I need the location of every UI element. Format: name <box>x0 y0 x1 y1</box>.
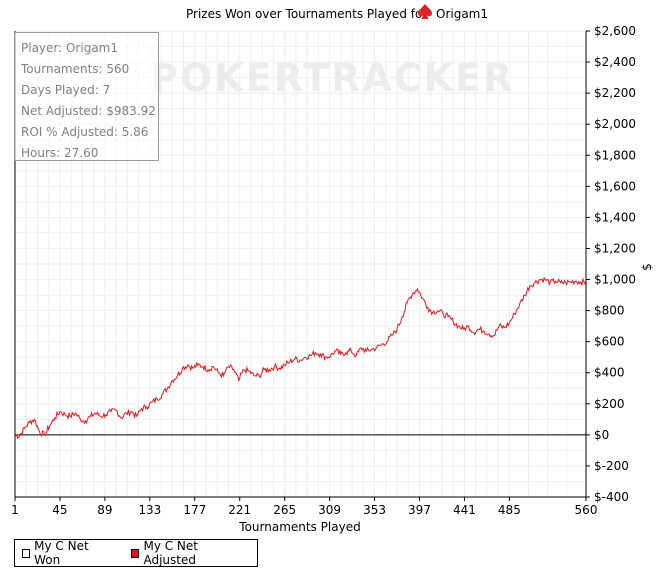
y-tick-label: $-200 <box>594 459 629 473</box>
x-tick-label: 177 <box>183 503 206 517</box>
y-tick-label: $2,600 <box>594 24 636 38</box>
y-tick-label: $600 <box>594 335 625 349</box>
spade-icon <box>418 4 432 19</box>
y-tick-label: $0 <box>594 428 609 442</box>
x-tick-label: 309 <box>318 503 341 517</box>
info-hours: Hours: 27.60 <box>21 146 99 160</box>
x-tick-label: 441 <box>453 503 476 517</box>
series-line-1 <box>14 276 587 439</box>
series-layer <box>14 276 587 439</box>
y-tick-label: $1,600 <box>594 179 636 193</box>
x-tick-label: 353 <box>363 503 386 517</box>
legend-label-net-adjusted: My C Net Adjusted <box>143 539 198 567</box>
y-axis-label: $ <box>640 263 654 271</box>
y-tick-label: $2,200 <box>594 86 636 100</box>
axes <box>14 30 590 501</box>
info-player: Player: Origam1 <box>21 41 118 55</box>
y-tick-label: $1,400 <box>594 210 636 224</box>
info-net-adjusted: Net Adjusted: $983.92 <box>21 104 156 118</box>
legend: My C Net Won My C Net Adjusted <box>14 539 258 567</box>
x-tick-label: 133 <box>138 503 161 517</box>
x-tick-label: 221 <box>228 503 251 517</box>
y-tick-label: $1,800 <box>594 148 636 162</box>
legend-swatch-net-won <box>22 548 31 558</box>
legend-item-net-won[interactable]: My C Net Won <box>22 539 108 567</box>
x-tick-label: 397 <box>408 503 431 517</box>
y-tick-label: $1,000 <box>594 273 636 287</box>
chart-title: Prizes Won over Tournaments Played for <box>186 7 427 21</box>
y-tick-label: $800 <box>594 304 625 318</box>
y-tick-label: $2,400 <box>594 55 636 69</box>
info-tournaments: Tournaments: 560 <box>21 62 130 76</box>
y-tick-label: $200 <box>594 397 625 411</box>
legend-item-net-adjusted[interactable]: My C Net Adjusted <box>131 539 241 567</box>
x-tick-label: 485 <box>498 503 521 517</box>
x-tick-label: 1 <box>11 503 19 517</box>
y-tick-label: $2,000 <box>594 117 636 131</box>
y-tick-label: $-400 <box>594 490 629 504</box>
chart-title-prefix: Prizes Won over Tournaments Played for <box>186 7 427 21</box>
legend-label-net-won: My C Net Won <box>34 539 89 567</box>
y-tick-label: $400 <box>594 366 625 380</box>
info-roi: ROI % Adjusted: 5.86 <box>21 125 149 139</box>
y-tick-label: $1,200 <box>594 241 636 255</box>
tick-labels: $2,600 $2,400 $2,200 $2,000 $1,800 $1,600 $1,4… <box>11 24 636 517</box>
watermark-text: POKERTRACKER <box>150 56 515 100</box>
x-tick-label: 265 <box>273 503 296 517</box>
x-tick-label: 89 <box>97 503 112 517</box>
x-axis-label: Tournaments Played <box>238 520 360 534</box>
chart-title-player: Origam1 <box>436 7 488 21</box>
x-tick-label: 45 <box>52 503 67 517</box>
legend-swatch-net-adjusted <box>131 548 140 558</box>
stats-info-box: Player: Origam1 Tournaments: 560 Days Pl… <box>14 32 159 161</box>
info-days-played: Days Played: 7 <box>21 83 111 97</box>
x-tick-label: 560 <box>575 503 598 517</box>
watermark-logo: POKERTRACKER <box>150 56 514 100</box>
